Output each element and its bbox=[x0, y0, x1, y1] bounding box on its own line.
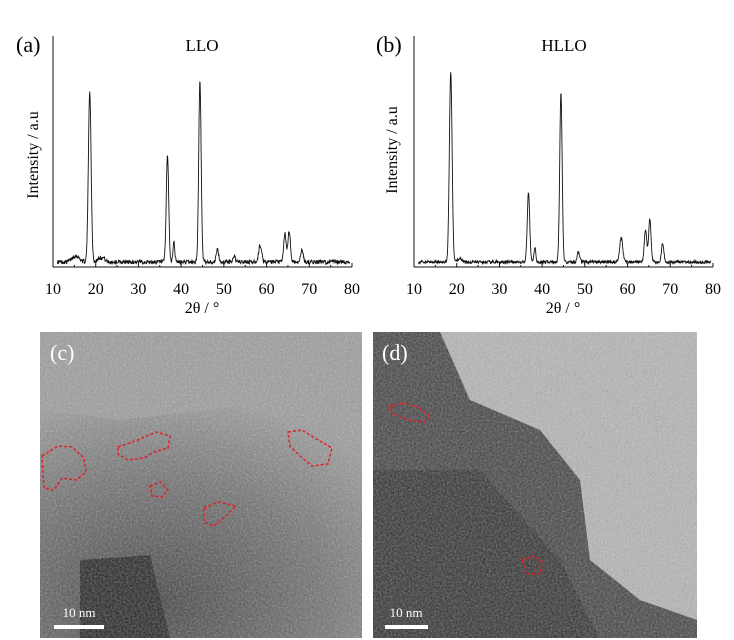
x-tick-label: 80 bbox=[344, 281, 360, 298]
panel-label-d: (d) bbox=[382, 340, 408, 365]
highlight-region bbox=[203, 501, 238, 527]
highlight-region bbox=[149, 481, 170, 498]
highlight-region bbox=[117, 431, 171, 461]
tem-image-d: (d) 10 nm bbox=[373, 332, 697, 638]
x-tick-label: 60 bbox=[620, 281, 636, 298]
x-tick-label: 20 bbox=[449, 281, 465, 298]
chart-title-hllo: HLLO bbox=[541, 36, 586, 55]
panel-label-b: (b) bbox=[376, 32, 402, 57]
x-tick-label: 10 bbox=[45, 281, 61, 298]
x-tick-label: 70 bbox=[301, 281, 317, 298]
x-tick-label: 70 bbox=[662, 281, 678, 298]
xrd-panel-llo: (a) LLO Intensity / a.u 2θ / ° 10 20 30 40 5… bbox=[16, 32, 360, 317]
panel-label-a: (a) bbox=[16, 32, 40, 57]
tem-c-texture bbox=[40, 332, 362, 638]
x-tick-label: 80 bbox=[705, 281, 721, 298]
x-tick-label: 30 bbox=[491, 281, 507, 298]
highlight-region bbox=[287, 429, 333, 467]
plot-area-a: 10 20 30 40 50 60 70 80 bbox=[45, 36, 360, 298]
x-tick-label: 10 bbox=[406, 281, 422, 298]
xrd-pattern-line bbox=[56, 81, 351, 266]
x-tick-label: 30 bbox=[130, 281, 146, 298]
x-tick-label: 50 bbox=[216, 281, 232, 298]
x-tick-label: 50 bbox=[577, 281, 593, 298]
y-axis-label-b: Intensity / a.u bbox=[384, 106, 401, 194]
x-tick-label: 40 bbox=[534, 281, 550, 298]
x-axis-label-b: 2θ / ° bbox=[546, 300, 581, 317]
x-tick-label: 60 bbox=[259, 281, 275, 298]
highlight-regions-c bbox=[41, 429, 333, 527]
scale-bar-label-c: 10 nm bbox=[63, 605, 96, 620]
highlight-region bbox=[389, 402, 432, 423]
x-axis-label-a: 2θ / ° bbox=[185, 300, 220, 317]
highlight-region bbox=[41, 445, 87, 491]
xrd-pattern-line bbox=[417, 72, 712, 266]
chart-title-llo: LLO bbox=[185, 36, 218, 55]
scale-bar-label-d: 10 nm bbox=[390, 605, 423, 620]
highlight-regions-d bbox=[389, 402, 543, 575]
highlight-region bbox=[521, 555, 543, 575]
plot-area-b: 10 20 30 40 50 60 70 80 bbox=[406, 36, 721, 298]
panel-label-c: (c) bbox=[50, 340, 74, 365]
x-tick-label: 40 bbox=[173, 281, 189, 298]
tem-d-texture bbox=[373, 332, 697, 638]
xrd-panel-hllo: (b) HLLO Intensity / a.u 2θ / ° 10 20 30 40… bbox=[376, 32, 721, 317]
y-axis-label-a: Intensity / a.u bbox=[25, 111, 42, 199]
tem-image-c: (c) 10 nm bbox=[40, 332, 362, 638]
x-tick-label: 20 bbox=[88, 281, 104, 298]
